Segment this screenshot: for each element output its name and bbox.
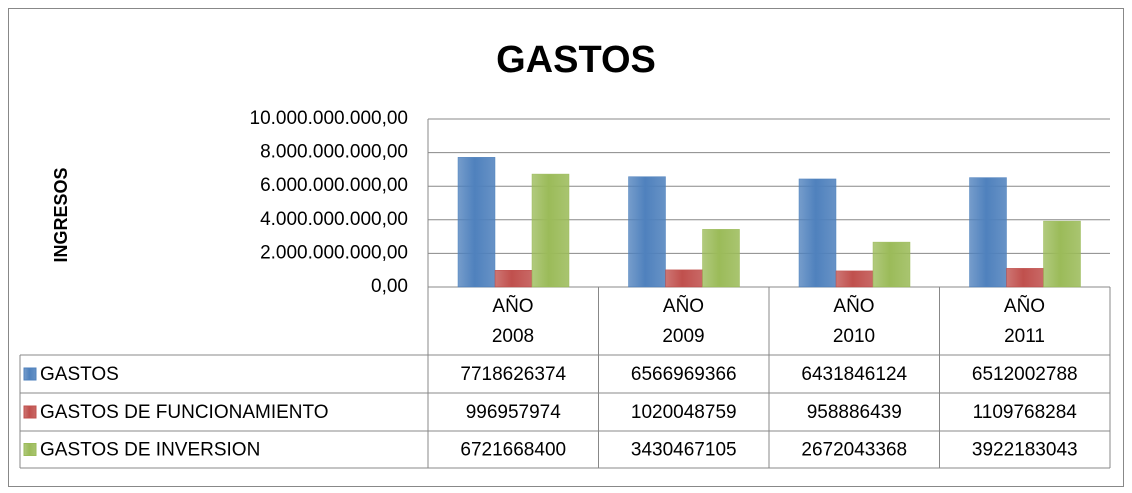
y-tick-label: 10.000.000.000,00	[250, 108, 409, 129]
x-tick-label: AÑO 2010	[769, 292, 939, 352]
y-tick-label: 2.000.000.000,00	[260, 242, 408, 263]
legend-label: GASTOS DE FUNCIONAMIENTO	[40, 402, 329, 423]
x-tick-text: AÑO 2009	[662, 296, 705, 347]
table-value: 6721668400	[460, 440, 566, 461]
x-tick-text: AÑO 2011	[1003, 296, 1046, 347]
legend-key	[23, 443, 37, 456]
table-value: 1020048759	[631, 402, 737, 423]
y-tick-label: 0,00	[371, 276, 408, 297]
bar	[798, 178, 837, 288]
y-axis-label: INGRESOS	[51, 167, 71, 262]
bar	[969, 177, 1007, 288]
chart-title: GASTOS	[496, 39, 656, 81]
table-value: 6431846124	[801, 364, 907, 385]
bar	[1006, 268, 1044, 288]
legend-label: GASTOS	[40, 364, 119, 385]
table-value: 6566969366	[631, 364, 737, 385]
bar	[665, 269, 703, 288]
table-value: 3430467105	[631, 440, 737, 461]
table-value: 7718626374	[460, 364, 566, 385]
legend-key	[23, 367, 37, 381]
bar	[872, 241, 911, 288]
legend-key	[23, 405, 37, 419]
y-tick-label: 4.000.000.000,00	[260, 209, 408, 230]
table-value: 1109768284	[973, 402, 1078, 423]
bar	[835, 270, 874, 288]
bar	[494, 270, 533, 288]
bar	[457, 157, 496, 288]
table-value: 6512002788	[972, 364, 1078, 385]
legend-label: GASTOS DE INVERSION	[40, 440, 260, 461]
bar	[1043, 220, 1081, 288]
bar	[531, 173, 570, 288]
x-tick-label: AÑO 2011	[940, 292, 1110, 352]
table-value: 3922183043	[972, 440, 1078, 461]
table-value: 958886439	[807, 402, 902, 423]
bar	[702, 229, 740, 288]
x-tick-label: AÑO 2008	[428, 292, 598, 352]
bar	[628, 176, 666, 288]
table-value: 996957974	[466, 402, 562, 423]
x-tick-label: AÑO 2009	[599, 292, 769, 352]
x-tick-text: AÑO 2010	[832, 296, 876, 347]
y-tick-label: 6.000.000.000,00	[260, 175, 408, 196]
x-tick-text: AÑO 2008	[491, 296, 535, 347]
y-tick-label: 8.000.000.000,00	[260, 142, 408, 163]
table-value: 2672043368	[801, 440, 907, 461]
